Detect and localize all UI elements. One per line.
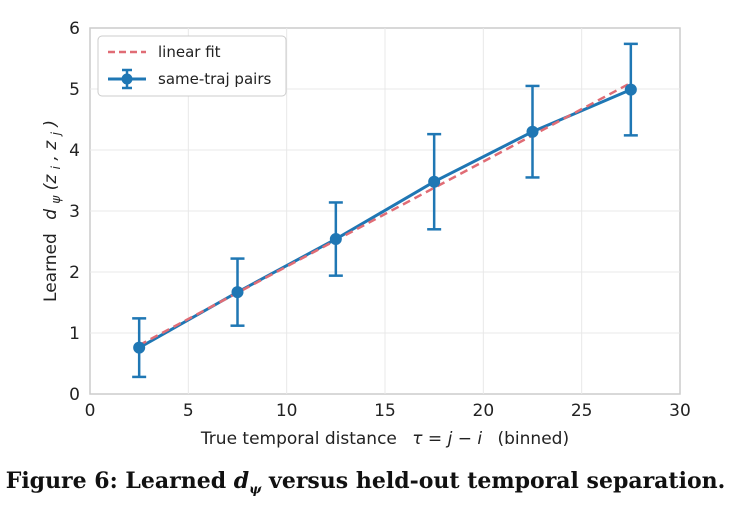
x-tick-label: 20: [473, 401, 495, 421]
legend-label-same-traj: same-traj pairs: [158, 70, 271, 88]
y-axis-label-args: (z: [41, 174, 61, 191]
figure-caption: Figure 6: Learned dψ versus held-out tem…: [0, 468, 731, 497]
y-tick-label: 6: [69, 19, 80, 39]
y-axis-label-args-sub1: i: [49, 165, 63, 169]
x-tick-label: 15: [374, 401, 396, 421]
x-axis-label-math: τ = j − i: [412, 429, 482, 449]
x-tick-label: 5: [183, 401, 194, 421]
data-point: [329, 233, 342, 246]
y-axis-label-args-sub2: j: [49, 131, 63, 137]
y-tick-label: 4: [69, 141, 80, 161]
data-point: [526, 125, 539, 138]
x-tick-label: 10: [276, 401, 298, 421]
y-axis-label-args-end: ): [41, 120, 61, 129]
x-axis-label: True temporal distance τ = j − i (binned…: [200, 429, 569, 449]
caption-math-sub: ψ: [249, 482, 262, 498]
legend: linear fit same-traj pairs: [97, 35, 287, 97]
legend-label-linear-fit: linear fit: [158, 43, 221, 61]
series-layer: [132, 42, 638, 379]
y-tick-label: 1: [69, 324, 80, 344]
y-axis-label-args-mid: , z: [41, 140, 61, 161]
x-tick-label: 25: [571, 401, 593, 421]
y-axis-label-prefix: Learned: [41, 233, 61, 302]
y-tick-label: 0: [69, 385, 80, 405]
tick-labels: 0 5 10 15 20 25 30 0 1 2 3 4 5 6: [69, 19, 691, 421]
legend-swatch-marker: [121, 73, 133, 85]
caption-prefix: Figure 6: Learned: [5, 468, 234, 494]
y-axis-label-sub: ψ: [49, 195, 63, 204]
caption-math: d: [233, 468, 250, 494]
x-axis-label-prefix: True temporal distance: [200, 429, 397, 449]
data-point: [624, 83, 637, 96]
y-tick-label: 3: [69, 202, 80, 222]
x-axis-label-suffix: (binned): [498, 429, 570, 449]
data-point: [231, 286, 244, 299]
y-axis-label-math: d: [41, 209, 61, 220]
x-tick-label: 30: [669, 401, 691, 421]
y-tick-label: 5: [69, 80, 80, 100]
caption-suffix: versus held-out temporal separation.: [261, 468, 726, 494]
chart: 0 5 10 15 20 25 30 0 1 2 3 4 5 6 linear fit same-traj…: [41, 19, 691, 449]
data-point: [133, 341, 146, 354]
y-tick-label: 2: [69, 263, 80, 283]
series-line-linear-fit: [138, 81, 632, 347]
data-point: [428, 175, 441, 188]
y-axis-label: Learned d ψ (z i , z j ): [41, 120, 65, 302]
x-tick-label: 0: [85, 401, 96, 421]
